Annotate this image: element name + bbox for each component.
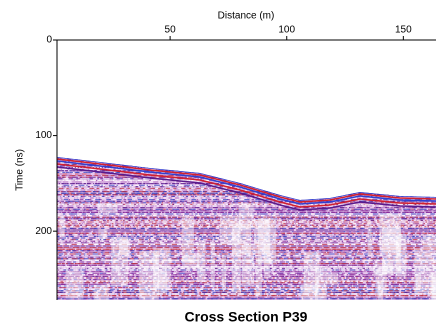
texture-patch [98, 203, 118, 214]
x-axis-label: Distance (m) [218, 11, 275, 22]
chart-title: Cross Section P39 [185, 309, 308, 325]
texture-patch [373, 262, 394, 276]
y-tick-label: 100 [35, 130, 52, 141]
texture-patch [326, 273, 339, 285]
texture-patch [182, 255, 200, 269]
texture-patch [431, 276, 436, 300]
texture-patch [221, 255, 227, 291]
texture-patch [253, 218, 271, 254]
texture-patch [197, 241, 206, 282]
texture-patch [263, 244, 270, 279]
texture-patch [65, 270, 84, 299]
texture-patch [375, 269, 387, 296]
texture-patch [219, 216, 241, 245]
texture-patch [231, 223, 252, 255]
texture-patch [255, 257, 262, 297]
reflector-band [57, 163, 436, 208]
reflector-band [57, 160, 436, 205]
texture-patch [314, 268, 327, 300]
texture-patch [395, 235, 407, 277]
texture-patch [111, 236, 129, 287]
texture-patch [238, 203, 254, 230]
y-tick-label: 200 [35, 226, 52, 237]
x-tick-label: 150 [395, 25, 412, 36]
texture-patch [422, 234, 436, 249]
texture-patch [210, 241, 215, 288]
texture-patch [303, 251, 320, 293]
texture-patch [377, 280, 384, 300]
texture-patch [93, 284, 109, 300]
texture-patch [231, 249, 241, 293]
texture-patch [181, 215, 194, 263]
reflector-band [57, 158, 436, 203]
texture-patch [59, 215, 65, 238]
texture-patch [257, 217, 277, 264]
texture-patch [153, 248, 171, 289]
texture-patch [430, 272, 436, 300]
texture-patch [382, 227, 401, 274]
texture-patch [118, 238, 131, 255]
texture-patch [241, 245, 255, 287]
texture-patch [158, 270, 168, 294]
radargram-texture [57, 157, 436, 300]
texture-patch [139, 251, 159, 300]
x-tick-label: 50 [165, 25, 177, 36]
y-tick-label: 0 [46, 35, 52, 46]
texture-patch [367, 222, 372, 257]
texture-patch [379, 213, 402, 253]
y-axis-label: Time (ns) [15, 149, 26, 191]
texture-patch [414, 248, 436, 295]
texture-patch [415, 273, 421, 290]
reflector-band [57, 166, 436, 211]
texture-patch [300, 284, 319, 300]
x-tick-label: 100 [278, 25, 295, 36]
texture-patch [98, 228, 108, 240]
